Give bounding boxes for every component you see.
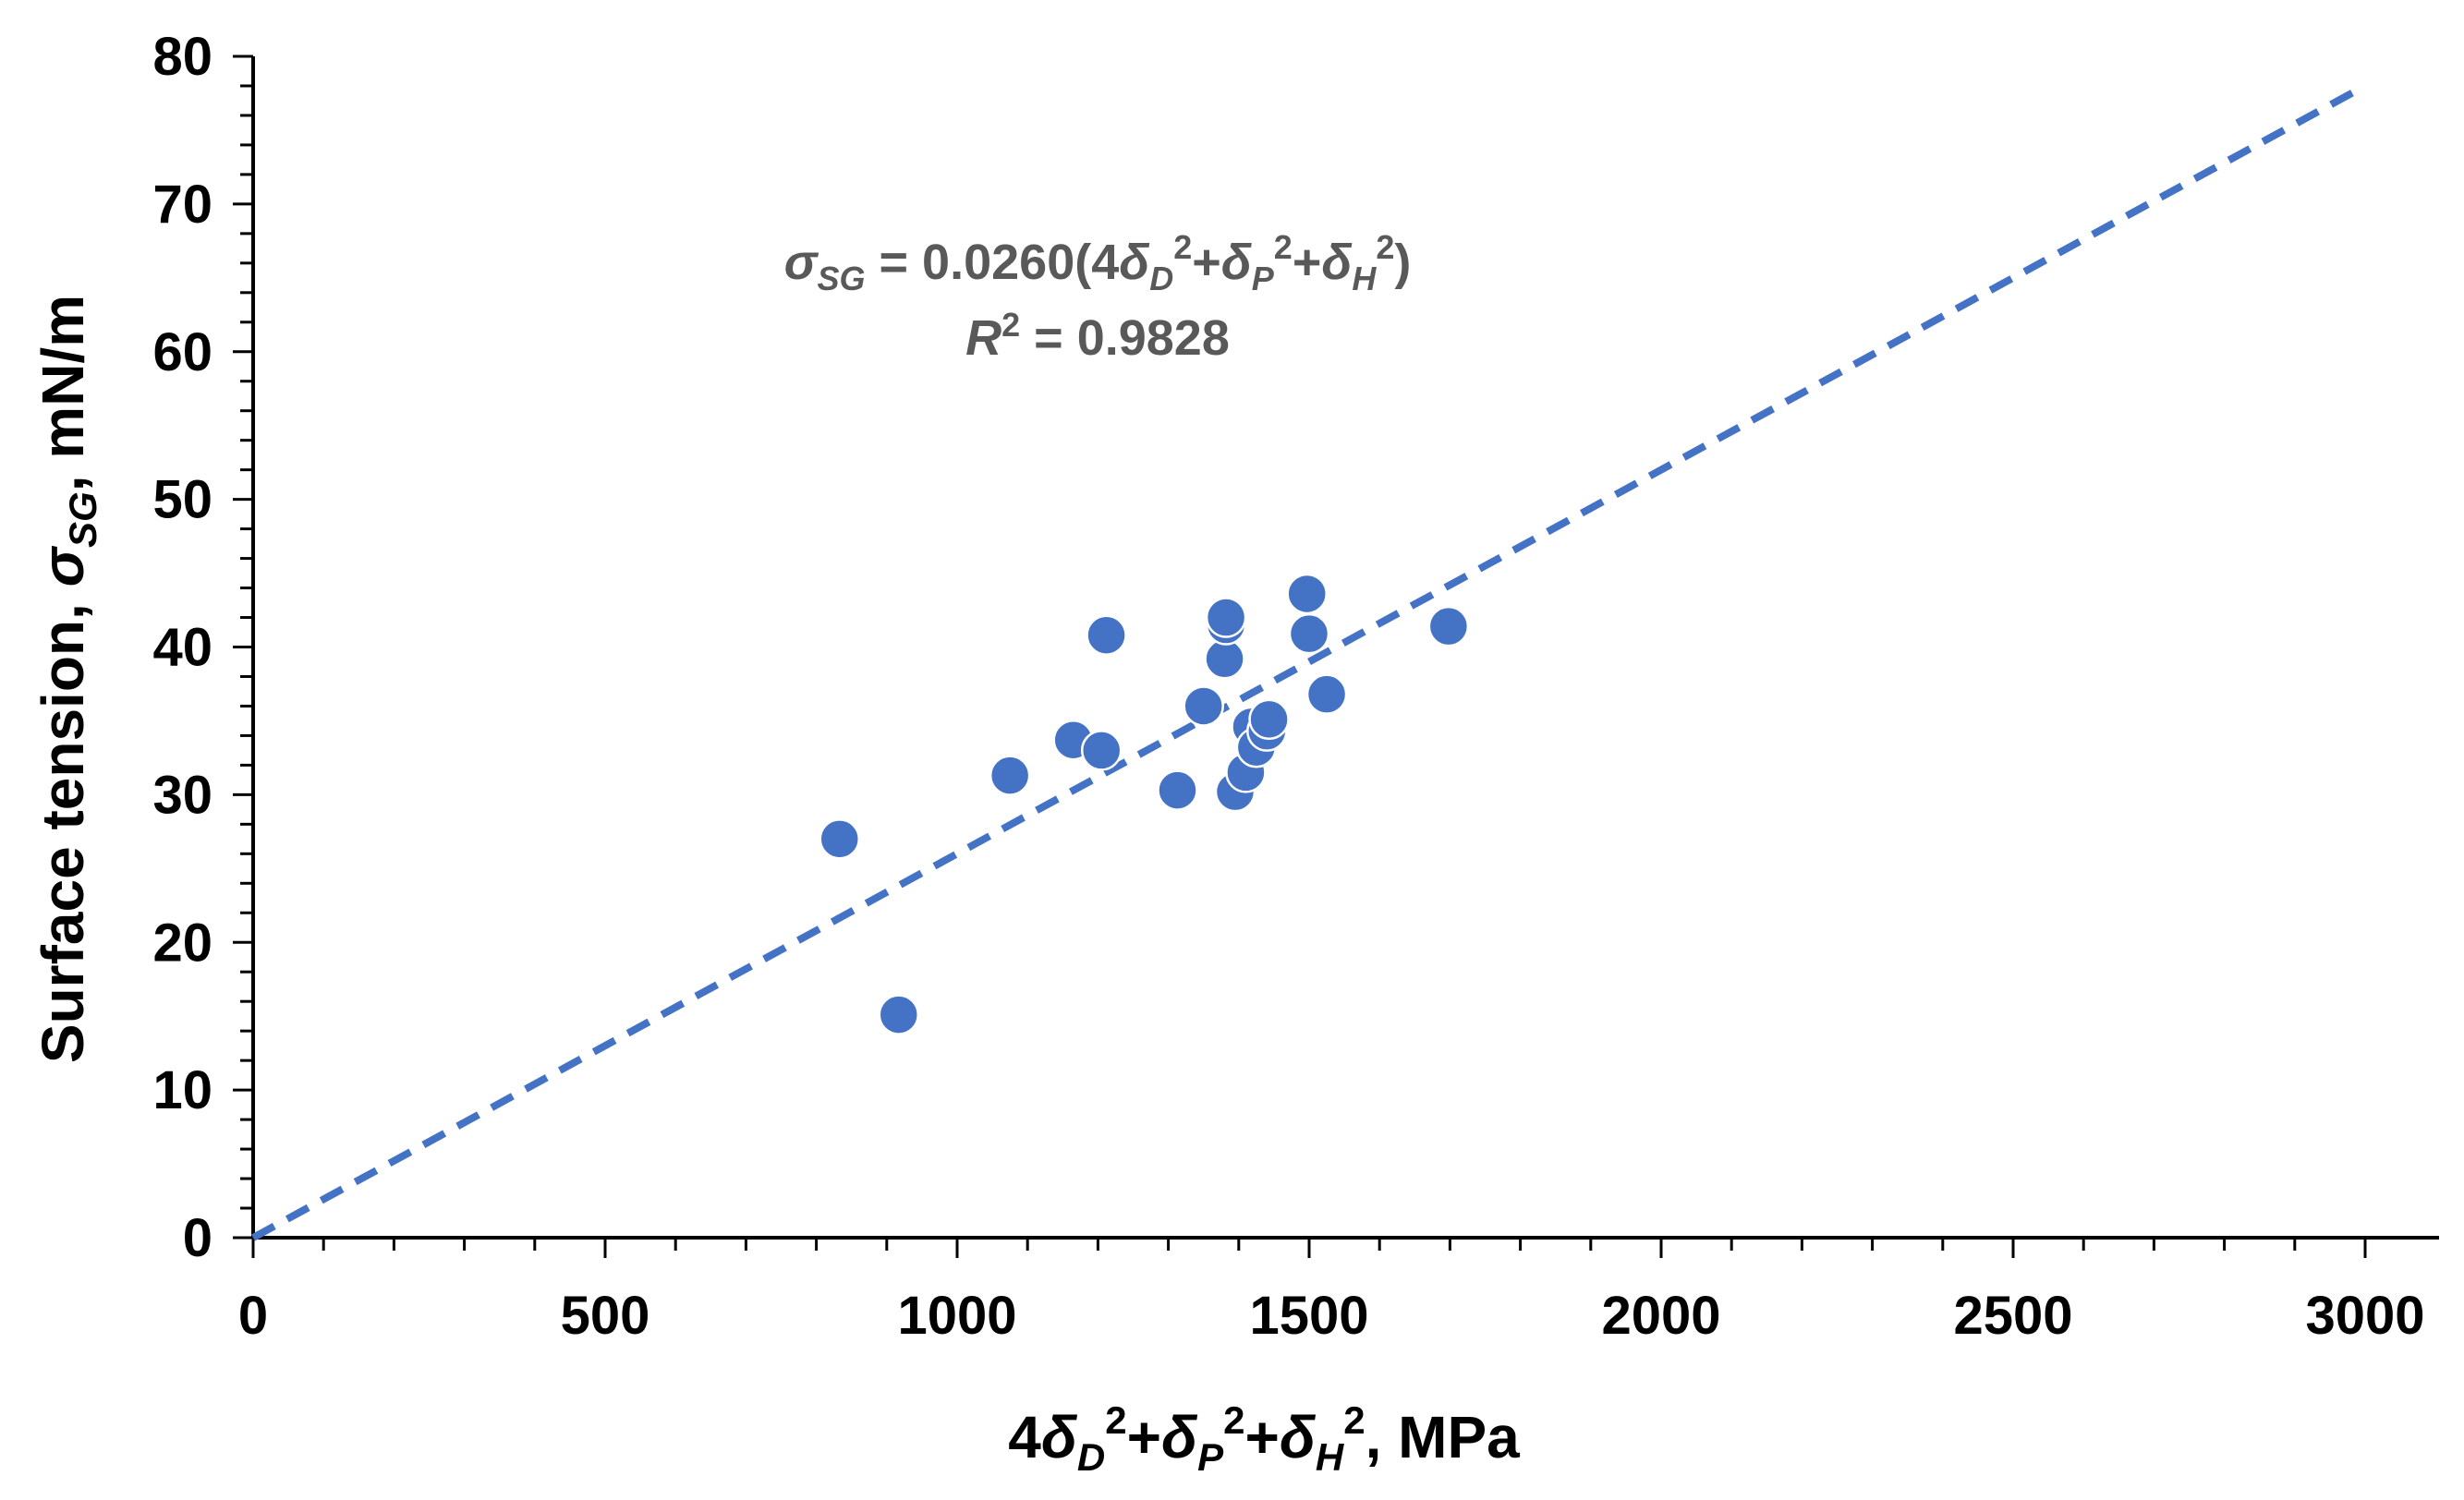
x-tick-label: 500 <box>561 1286 650 1346</box>
data-point <box>1427 605 1470 647</box>
y-tick-label: 20 <box>152 913 212 973</box>
x-tick-label: 1000 <box>897 1286 1016 1346</box>
y-tick-label: 40 <box>152 618 212 678</box>
x-tick-label: 2000 <box>1601 1286 1720 1346</box>
trendline <box>251 82 2367 1241</box>
data-point <box>1305 673 1348 715</box>
y-tick-label: 70 <box>152 175 212 235</box>
y-axis-title: Surface tension, σSG, mN/m <box>30 295 104 1063</box>
x-tick-label: 0 <box>238 1286 268 1346</box>
data-point <box>1288 612 1330 655</box>
data-point <box>1183 685 1224 727</box>
trendline-group <box>251 82 2367 1241</box>
x-tick-label: 3000 <box>2305 1286 2424 1346</box>
tick-marks <box>233 54 2367 1258</box>
y-tick-label: 10 <box>152 1060 212 1120</box>
x-axis-title: 4δD2+δP2+δH2, MPa <box>1008 1398 1520 1479</box>
tick-labels: 0 500 1000 1500 2000 2500 3000 0 10 20 30 40 50 60 70 8… <box>152 27 2424 1346</box>
data-point <box>1157 769 1198 811</box>
data-point <box>819 818 860 860</box>
y-tick-label: 60 <box>152 322 212 382</box>
y-tick-label: 80 <box>152 27 212 87</box>
y-tick-label: 50 <box>152 470 212 530</box>
data-point <box>1248 698 1290 741</box>
data-point <box>1080 730 1123 771</box>
y-tick-label: 30 <box>152 765 212 825</box>
trendline-equation: σSG = 0.0260(4δD2+δP2+δH2) <box>784 228 1412 297</box>
r-squared-label: R2 = 0.9828 <box>965 306 1230 366</box>
x-tick-label: 2500 <box>1953 1286 2072 1346</box>
data-point <box>1086 614 1127 656</box>
data-point <box>1205 597 1247 638</box>
data-point <box>878 994 920 1035</box>
data-points <box>819 573 1470 1035</box>
data-point <box>989 755 1031 796</box>
data-point <box>1286 573 1328 615</box>
y-tick-label: 0 <box>183 1208 212 1268</box>
x-tick-label: 1500 <box>1249 1286 1368 1346</box>
